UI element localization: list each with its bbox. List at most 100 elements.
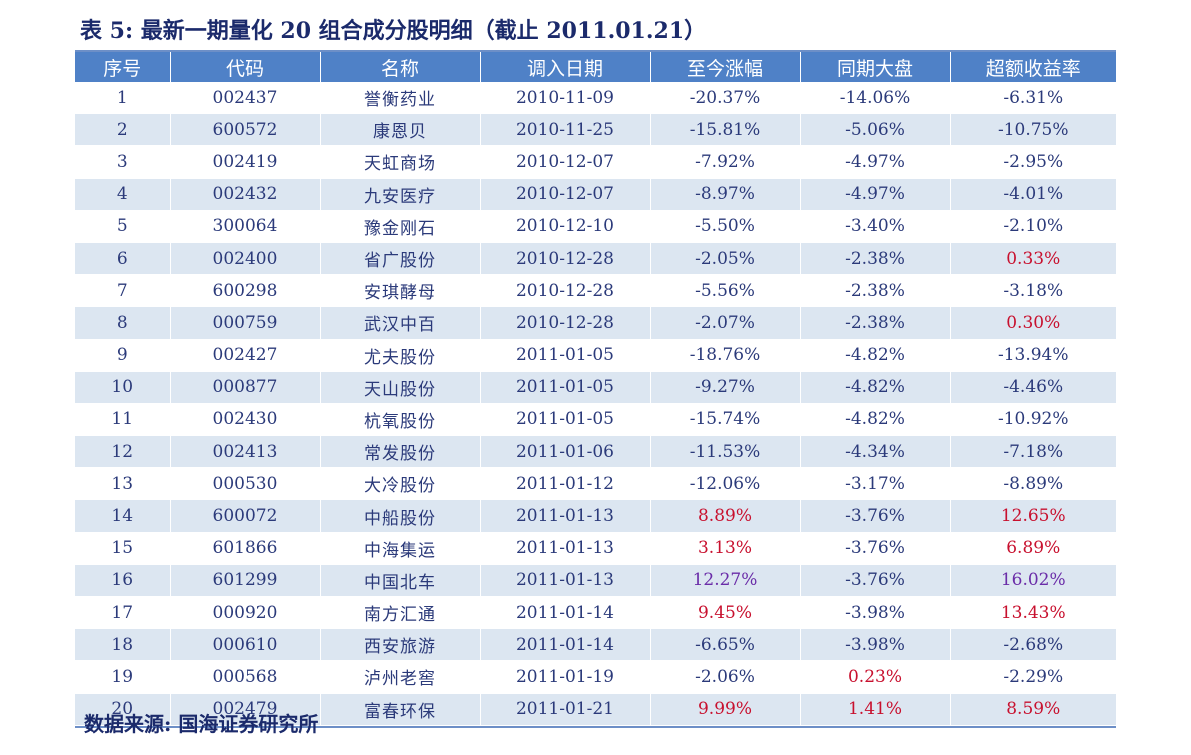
table-title: 表 5: 最新一期量化 20 组合成分股明细（截止 2011.01.21） bbox=[80, 18, 707, 44]
table-row: 19 000568 泸州老窖 2011-01-19 -2.06% 0.23% -2.29% bbox=[75, 660, 1116, 694]
cell-name: 常发股份 bbox=[320, 435, 481, 468]
header-index: 序号 bbox=[75, 52, 171, 82]
cell-date: 2010-12-07 bbox=[480, 178, 651, 211]
cell-gain: -7.92% bbox=[650, 145, 801, 179]
cell-no: 14 bbox=[75, 499, 171, 533]
cell-market: -3.76% bbox=[800, 499, 951, 533]
cell-gain: -5.50% bbox=[650, 210, 801, 243]
cell-no: 19 bbox=[75, 660, 171, 694]
cell-gain: 12.27% bbox=[650, 564, 801, 597]
holdings-table: 序号 代码 名称 调入日期 至今涨幅 同期大盘 超额收益率 1 002437 誉衡药… bbox=[75, 52, 1116, 726]
cell-gain: -2.07% bbox=[650, 306, 801, 339]
cell-market: -3.17% bbox=[800, 467, 951, 500]
cell-excess: 16.02% bbox=[1000, 570, 1066, 591]
cell-excess: -13.94% bbox=[997, 345, 1069, 366]
cell-excess: 0.30% bbox=[1006, 312, 1061, 333]
cell-no: 16 bbox=[75, 564, 171, 597]
cell-name: 富春环保 bbox=[320, 693, 481, 726]
cell-code: 000920 bbox=[170, 596, 321, 629]
table-row: 16 601299 中国北车 2011-01-13 12.27% -3.76% 16.02% bbox=[75, 564, 1116, 597]
cell-date: 2011-01-14 bbox=[480, 628, 651, 661]
table-row: 3 002419 天虹商场 2010-12-07 -7.92% -4.97% -2.95% bbox=[75, 145, 1116, 179]
cell-no: 7 bbox=[75, 274, 171, 307]
cell-date: 2011-01-05 bbox=[480, 339, 651, 372]
cell-name: 西安旅游 bbox=[320, 628, 481, 661]
cell-name: 九安医疗 bbox=[320, 178, 481, 211]
cell-name: 尤夫股份 bbox=[320, 339, 481, 372]
table-row: 4 002432 九安医疗 2010-12-07 -8.97% -4.97% -4.01% bbox=[75, 178, 1116, 211]
table-row: 20 002479 富春环保 2011-01-21 9.99% 1.41% 8.59% bbox=[75, 693, 1116, 726]
cell-market: -3.76% bbox=[800, 564, 951, 597]
table-row: 15 601866 中海集运 2011-01-13 3.13% -3.76% 6.89% bbox=[75, 532, 1116, 565]
cell-excess: -7.18% bbox=[1003, 441, 1064, 462]
cell-gain: 9.45% bbox=[650, 596, 801, 629]
cell-code: 002430 bbox=[170, 403, 321, 436]
table-body: 1 002437 誉衡药业 2010-11-09 -20.37% -14.06% -6.31… bbox=[75, 82, 1116, 726]
table-row: 12 002413 常发股份 2011-01-06 -11.53% -4.34% -7.18… bbox=[75, 435, 1116, 468]
cell-code: 002413 bbox=[170, 435, 321, 468]
cell-gain: -2.05% bbox=[650, 242, 801, 275]
cell-name: 豫金刚石 bbox=[320, 210, 481, 243]
cell-code: 000610 bbox=[170, 628, 321, 661]
cell-no: 13 bbox=[75, 467, 171, 500]
cell-name: 中船股份 bbox=[320, 499, 481, 533]
cell-code: 000759 bbox=[170, 306, 321, 339]
cell-date: 2010-11-09 bbox=[480, 82, 651, 114]
cell-gain: -20.37% bbox=[650, 82, 801, 114]
holdings-table-wrapper: 序号 代码 名称 调入日期 至今涨幅 同期大盘 超额收益率 1 002437 誉衡药… bbox=[75, 50, 1116, 728]
cell-code: 002432 bbox=[170, 178, 321, 211]
cell-gain: 9.99% bbox=[650, 693, 801, 726]
table-header-row: 序号 代码 名称 调入日期 至今涨幅 同期大盘 超额收益率 bbox=[75, 52, 1116, 82]
header-excess: 超额收益率 bbox=[985, 57, 1081, 80]
cell-excess: -10.75% bbox=[997, 119, 1069, 140]
cell-excess: 13.43% bbox=[1000, 602, 1066, 623]
cell-gain: -11.53% bbox=[650, 435, 801, 468]
cell-market: -3.98% bbox=[800, 628, 951, 661]
cell-code: 000568 bbox=[170, 660, 321, 694]
cell-no: 10 bbox=[75, 371, 171, 404]
table-row: 14 600072 中船股份 2011-01-13 8.89% -3.76% 12.65% bbox=[75, 499, 1116, 533]
cell-excess: -10.92% bbox=[997, 409, 1069, 430]
table-row: 1 002437 誉衡药业 2010-11-09 -20.37% -14.06% -6.31… bbox=[75, 82, 1116, 114]
cell-date: 2011-01-05 bbox=[480, 403, 651, 436]
cell-excess: 12.65% bbox=[1000, 506, 1066, 527]
cell-date: 2011-01-05 bbox=[480, 371, 651, 404]
cell-date: 2010-12-10 bbox=[480, 210, 651, 243]
cell-gain: 8.89% bbox=[650, 499, 801, 533]
cell-name: 中海集运 bbox=[320, 532, 481, 565]
cell-no: 3 bbox=[75, 145, 171, 179]
cell-name: 泸州老窖 bbox=[320, 660, 481, 694]
cell-no: 11 bbox=[75, 403, 171, 436]
cell-date: 2011-01-13 bbox=[480, 564, 651, 597]
cell-gain: -18.76% bbox=[650, 339, 801, 372]
table-row: 5 300064 豫金刚石 2010-12-10 -5.50% -3.40% -2.10% bbox=[75, 210, 1116, 243]
cell-date: 2011-01-19 bbox=[480, 660, 651, 694]
cell-market: -3.40% bbox=[800, 210, 951, 243]
cell-excess: -8.89% bbox=[1003, 473, 1064, 494]
cell-code: 300064 bbox=[170, 210, 321, 243]
cell-name: 安琪酵母 bbox=[320, 274, 481, 307]
cell-name: 中国北车 bbox=[320, 564, 481, 597]
cell-name: 誉衡药业 bbox=[320, 82, 481, 114]
cell-market: -4.97% bbox=[800, 145, 951, 179]
cell-market: -2.38% bbox=[800, 306, 951, 339]
header-date: 调入日期 bbox=[480, 52, 651, 82]
cell-code: 002427 bbox=[170, 339, 321, 372]
cell-market: -4.82% bbox=[800, 339, 951, 372]
cell-date: 2011-01-14 bbox=[480, 596, 651, 629]
cell-code: 601866 bbox=[170, 532, 321, 565]
cell-market: -3.98% bbox=[800, 596, 951, 629]
cell-gain: -15.81% bbox=[650, 113, 801, 146]
data-source-note: 数据来源: 国海证券研究所 bbox=[84, 712, 319, 736]
cell-date: 2011-01-12 bbox=[480, 467, 651, 500]
cell-code: 002479 bbox=[170, 693, 321, 726]
cell-gain: -8.97% bbox=[650, 178, 801, 211]
cell-date: 2010-12-28 bbox=[480, 242, 651, 275]
cell-name: 杭氧股份 bbox=[320, 403, 481, 436]
table-row: 2 600572 康恩贝 2010-11-25 -15.81% -5.06% -10.75% bbox=[75, 113, 1116, 146]
cell-excess: 0.33% bbox=[1006, 248, 1061, 269]
cell-code: 002400 bbox=[170, 242, 321, 275]
cell-code: 000877 bbox=[170, 371, 321, 404]
cell-no: 6 bbox=[75, 242, 171, 275]
cell-excess: -2.95% bbox=[1003, 151, 1064, 172]
